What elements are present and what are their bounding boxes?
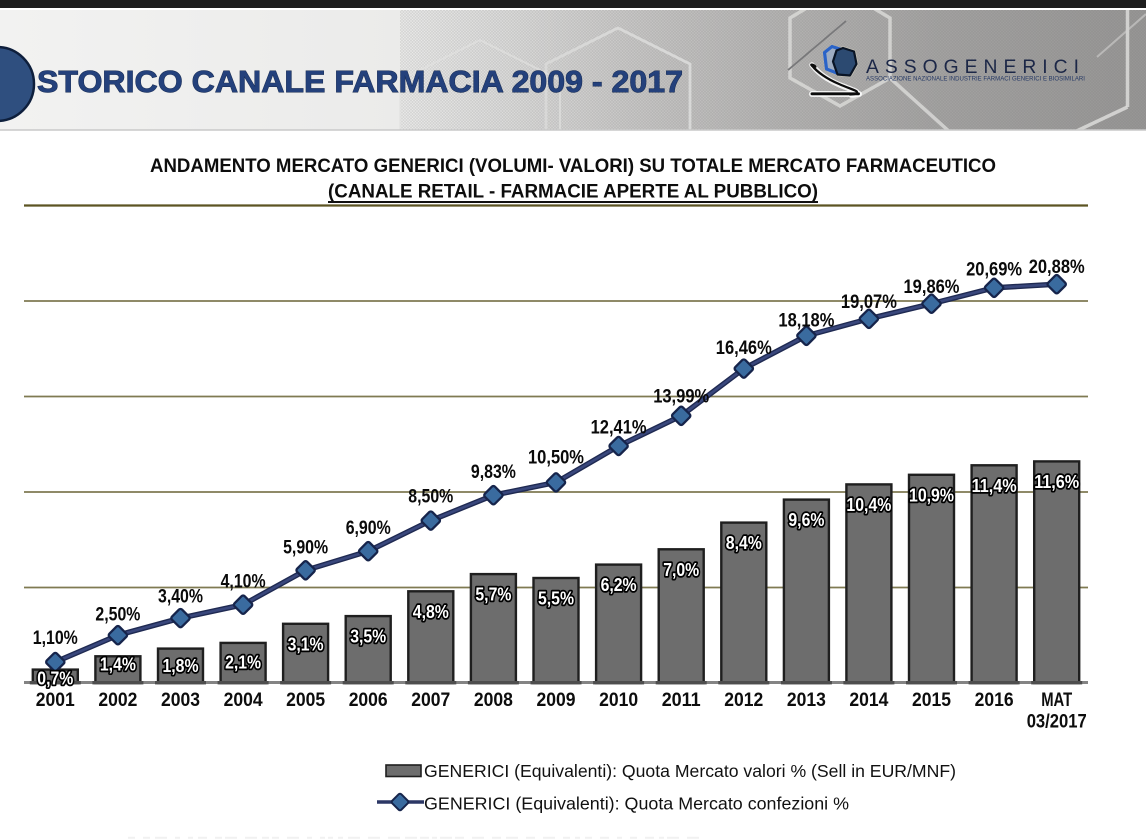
svg-text:19,86%: 19,86% — [904, 277, 960, 298]
svg-text:2013: 2013 — [787, 690, 826, 711]
svg-text:03/2017: 03/2017 — [1027, 712, 1087, 733]
svg-text:10,9%: 10,9% — [909, 484, 954, 505]
svg-text:19,07%: 19,07% — [841, 292, 897, 313]
svg-text:18,18%: 18,18% — [778, 311, 834, 332]
svg-text:ASSOCIAZIONE NAZIONALE INDUSTR: ASSOCIAZIONE NAZIONALE INDUSTRIE FARMACI… — [866, 75, 1085, 82]
svg-text:2008: 2008 — [474, 690, 513, 711]
svg-text:0,7%: 0,7% — [37, 667, 73, 688]
svg-text:1,4%: 1,4% — [100, 653, 136, 674]
svg-text:2011: 2011 — [662, 690, 701, 711]
svg-text:2002: 2002 — [98, 690, 137, 711]
svg-text:12,41%: 12,41% — [591, 418, 647, 439]
svg-text:2,50%: 2,50% — [95, 605, 140, 626]
svg-text:2010: 2010 — [599, 690, 638, 711]
svg-text:STORICO CANALE FARMACIA 2009 -: STORICO CANALE FARMACIA 2009 - 2017 — [37, 64, 683, 99]
svg-text:3,40%: 3,40% — [158, 586, 203, 607]
svg-text:11,6%: 11,6% — [1034, 471, 1079, 492]
svg-text:20,88%: 20,88% — [1029, 257, 1085, 278]
svg-text:2015: 2015 — [912, 690, 951, 711]
svg-text:20,69%: 20,69% — [966, 259, 1022, 280]
svg-text:9,6%: 9,6% — [788, 509, 824, 530]
svg-text:1,10%: 1,10% — [33, 628, 78, 649]
svg-text:3,1%: 3,1% — [288, 633, 324, 654]
svg-text:2009: 2009 — [537, 690, 576, 711]
svg-text:8,50%: 8,50% — [408, 486, 453, 507]
svg-text:2003: 2003 — [161, 690, 200, 711]
svg-text:1,8%: 1,8% — [163, 655, 199, 676]
svg-text:ASSOGENERICI: ASSOGENERICI — [866, 57, 1085, 78]
svg-text:2016: 2016 — [975, 690, 1014, 711]
svg-text:4,8%: 4,8% — [413, 601, 449, 622]
svg-text:2012: 2012 — [724, 690, 763, 711]
svg-text:(CANALE RETAIL - FARMACIE APER: (CANALE RETAIL - FARMACIE APERTE AL PUBB… — [328, 182, 818, 203]
svg-text:16,46%: 16,46% — [716, 338, 772, 359]
svg-text:GENERICI (Equivalenti): Quota: GENERICI (Equivalenti): Quota Mercato co… — [424, 794, 849, 814]
svg-text:2004: 2004 — [224, 690, 263, 711]
svg-text:GENERICI (Equivalenti): Quota: GENERICI (Equivalenti): Quota Mercato va… — [424, 761, 956, 781]
svg-text:8,4%: 8,4% — [726, 532, 762, 553]
svg-text:2014: 2014 — [849, 690, 888, 711]
svg-text:9,83%: 9,83% — [471, 462, 516, 483]
svg-text:5,90%: 5,90% — [283, 537, 328, 558]
svg-text:2001: 2001 — [36, 690, 75, 711]
svg-text:2,1%: 2,1% — [225, 652, 261, 673]
svg-text:13,99%: 13,99% — [653, 387, 709, 408]
svg-text:4,10%: 4,10% — [221, 571, 266, 592]
svg-text:6,2%: 6,2% — [601, 574, 637, 595]
svg-text:6,90%: 6,90% — [346, 518, 391, 539]
svg-text:11,4%: 11,4% — [972, 475, 1017, 496]
svg-text:3,5%: 3,5% — [350, 626, 386, 647]
svg-text:2006: 2006 — [349, 690, 388, 711]
svg-text:2005: 2005 — [286, 690, 325, 711]
svg-text:5,7%: 5,7% — [475, 584, 511, 605]
svg-text:2007: 2007 — [411, 690, 450, 711]
svg-text:7,0%: 7,0% — [663, 559, 699, 580]
svg-text:10,4%: 10,4% — [846, 494, 891, 515]
svg-text:5,5%: 5,5% — [538, 588, 574, 609]
svg-text:MAT: MAT — [1041, 690, 1072, 711]
svg-text:10,50%: 10,50% — [528, 447, 584, 468]
svg-text:ANDAMENTO MERCATO GENERICI (VO: ANDAMENTO MERCATO GENERICI (VOLUMI- VALO… — [150, 156, 996, 177]
